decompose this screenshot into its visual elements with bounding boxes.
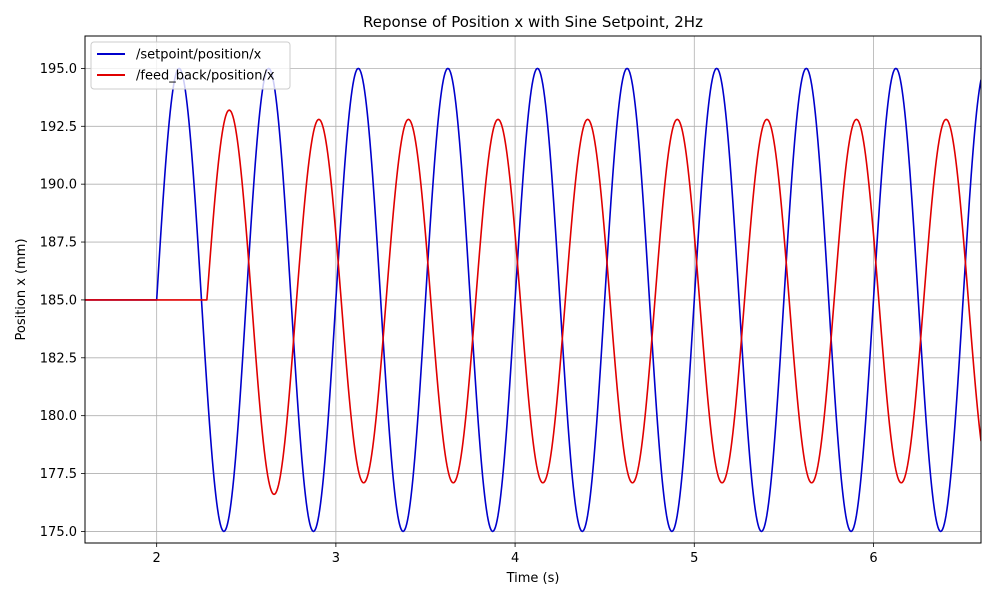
- y-tick-label: 190.0: [40, 178, 77, 193]
- y-axis-label: Position x (mm): [14, 238, 29, 340]
- y-tick-label: 185.0: [40, 293, 77, 308]
- legend-box: [90, 41, 291, 90]
- x-tick-label: 5: [690, 551, 698, 566]
- lines-layer: [85, 67, 981, 533]
- x-tick-label: 2: [153, 551, 161, 566]
- x-tick-label: 3: [332, 551, 340, 566]
- x-axis-label: Time (s): [506, 571, 560, 586]
- series-line-setpoint: [85, 67, 981, 533]
- legend-label-feedback: /feed_back/position/x: [136, 69, 275, 84]
- y-tick-label: 180.0: [40, 409, 77, 424]
- plot-frame: [84, 35, 982, 544]
- grid-layer: [85, 36, 981, 543]
- y-tick-label: 175.0: [40, 525, 77, 540]
- chart-title: Reponse of Position x with Sine Setpoint…: [363, 13, 703, 31]
- ticks-layer: 2 3 4 5 6 175.0 177.5 180.0 182.5 185.0 187.5 190.0…: [40, 62, 878, 566]
- y-tick-label: 195.0: [40, 62, 77, 77]
- series-line-feedback: [85, 109, 981, 496]
- y-tick-label: 192.5: [40, 120, 77, 135]
- x-tick-label: 6: [869, 551, 877, 566]
- y-tick-label: 182.5: [40, 351, 77, 366]
- legend-label-setpoint: /setpoint/position/x: [136, 48, 262, 63]
- y-tick-label: 177.5: [40, 467, 77, 482]
- legend: /setpoint/position/x /feed_back/position…: [90, 41, 291, 90]
- x-tick-label: 4: [511, 551, 519, 566]
- y-tick-label: 187.5: [40, 236, 77, 251]
